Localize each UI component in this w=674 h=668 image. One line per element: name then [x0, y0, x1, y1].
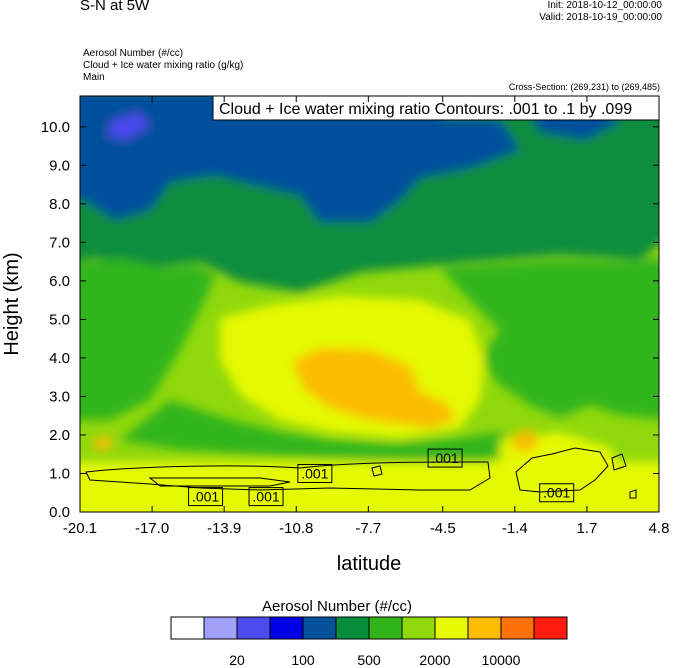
colorbar-swatch [302, 616, 337, 640]
x-tick-label: 1.7 [576, 520, 597, 537]
y-tick-label: 4.0 [49, 350, 70, 367]
contour-label: .001 [297, 463, 333, 483]
cloud-contour-right-blob [611, 453, 627, 471]
contour-fill-lightgreen-right [440, 258, 659, 419]
colorbar-swatch [434, 616, 469, 640]
init-time: Init: 2018-10-12_00:00:00 [547, 0, 662, 11]
contour-label-text: .001 [543, 485, 570, 501]
colorbar-label: 20 [229, 652, 245, 668]
colorbar-swatch [170, 616, 205, 640]
field-label-cloud: Cloud + Ice water mixing ratio (g/kg) [83, 60, 244, 71]
contour-label-box [188, 487, 224, 507]
contour-fill-lightgreen-left [80, 258, 215, 420]
contour-lines [85, 447, 637, 499]
contour-fill-lightgreen-band [120, 400, 520, 462]
colorbar-swatch [467, 616, 502, 640]
contour-label-box [248, 487, 284, 507]
y-tick-label: 9.0 [49, 157, 70, 174]
colorbar-title: Aerosol Number (#/cc) [261, 598, 413, 615]
plot-area: Cloud + Ice water mixing ratio Contours:… [79, 95, 660, 513]
colorbar-label: 500 [357, 652, 381, 668]
y-tick-label: 1.0 [49, 465, 70, 482]
colorbar-swatch [269, 616, 304, 640]
y-tick-label: 6.0 [49, 273, 70, 290]
cloud-contour-right [515, 447, 609, 493]
x-tick-label: -1.4 [502, 520, 528, 537]
contour-label-text: .001 [431, 450, 458, 466]
cloud-contour-small-b [629, 489, 637, 499]
x-tick-label: -17.0 [135, 520, 169, 537]
colorbar-swatch [533, 616, 568, 640]
y-tick-label: 7.0 [49, 234, 70, 251]
colorbar-label: 10000 [481, 652, 521, 668]
contour-label-box [427, 448, 463, 468]
valid-time: Valid: 2018-10-19_00:00:00 [539, 12, 662, 23]
contour-label-text: .001 [252, 489, 279, 505]
cross-section-label: Cross-Section: (269,231) to (269,485) [508, 82, 660, 92]
contour-fill-orange-left [92, 436, 112, 450]
colorbar-swatch [500, 616, 535, 640]
contour-fill-orange-small [512, 428, 540, 452]
x-tick-label: -10.8 [279, 520, 313, 537]
colorbar-swatch [401, 616, 436, 640]
contour-label-box [539, 483, 575, 503]
colorbar-swatch [236, 616, 271, 640]
x-tick-label: 4.8 [649, 520, 670, 537]
contour-title: Cloud + Ice water mixing ratio Contours:… [219, 101, 632, 118]
y-axis-title: Height (km) [1, 252, 23, 355]
x-tick-label: -13.9 [207, 520, 241, 537]
colorbar [170, 616, 568, 640]
contour-title-box [212, 95, 660, 121]
contour-label: .001 [427, 448, 463, 468]
cloud-contour-small-a [371, 465, 383, 477]
colorbar-swatch [335, 616, 370, 640]
cloud-contour-main [85, 461, 491, 491]
x-tick-label: -7.7 [355, 520, 381, 537]
contour-label: .001 [188, 487, 224, 507]
field-label-main: Main [83, 72, 105, 83]
y-tick-label: 3.0 [49, 388, 70, 405]
contour-label: .001 [539, 483, 575, 503]
contour-fill-blue [80, 96, 520, 222]
y-tick-label: 5.0 [49, 311, 70, 328]
y-tick-label: 8.0 [49, 196, 70, 213]
contour-label-text: .001 [301, 465, 328, 481]
field-label-aerosol: Aerosol Number (#/cc) [83, 48, 184, 59]
colorbar-label: 100 [291, 652, 315, 668]
x-tick-label: -4.5 [430, 520, 456, 537]
plot-title: S-N at 5W [80, 0, 150, 14]
y-tick-label: 0.0 [49, 504, 70, 521]
colorbar-swatch [203, 616, 238, 640]
x-axis-title: latitude [337, 553, 402, 575]
contour-fill-mid-blue [108, 112, 150, 140]
cloud-contour-inner [148, 477, 291, 487]
contour-label-text: .001 [192, 489, 219, 505]
y-tick-label: 10.0 [41, 119, 70, 136]
x-tick-label: -20.1 [63, 520, 97, 537]
contour-label: .001 [248, 487, 284, 507]
y-tick-label: 2.0 [49, 427, 70, 444]
contour-fill-orange [292, 348, 455, 428]
axes: -20.1 -17.0 -13.9 -10.8 -7.7 -4.5 -1.4 1.7 4.8 0.… [41, 96, 670, 537]
contour-label-box [297, 463, 333, 483]
contour-fill-yellow-lower [80, 462, 659, 512]
colorbar-label: 2000 [419, 652, 451, 668]
colorbar-swatch [368, 616, 403, 640]
contour-labels: .001 .001 .001 .001 .001 [188, 448, 575, 507]
